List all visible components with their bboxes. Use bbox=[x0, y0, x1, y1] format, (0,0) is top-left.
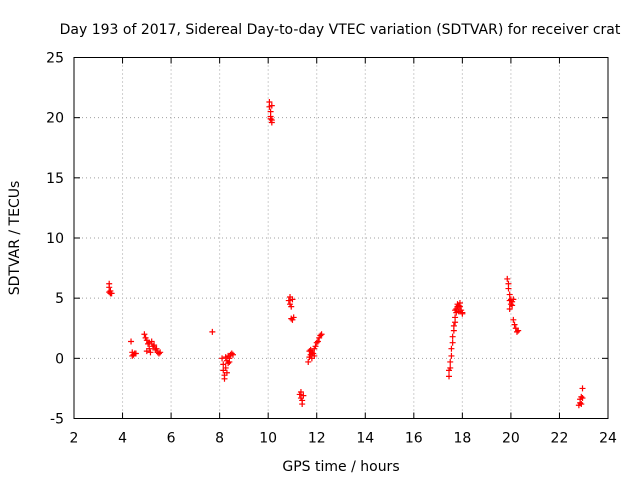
data-point bbox=[578, 401, 585, 408]
data-point bbox=[268, 102, 275, 109]
data-point bbox=[506, 305, 513, 312]
data-point bbox=[456, 299, 463, 306]
data-point bbox=[149, 343, 156, 350]
data-point bbox=[145, 340, 152, 347]
data-point bbox=[107, 287, 114, 294]
x-tick-label: 8 bbox=[215, 431, 224, 447]
data-point bbox=[221, 375, 228, 382]
data-point bbox=[446, 373, 453, 380]
data-point bbox=[229, 351, 236, 358]
x-tick-label: 2 bbox=[70, 431, 79, 447]
data-point bbox=[268, 119, 275, 126]
y-tick-label: 5 bbox=[55, 291, 64, 307]
data-point bbox=[228, 350, 235, 357]
x-tick-label: 22 bbox=[551, 431, 569, 447]
data-point bbox=[449, 339, 456, 346]
data-point bbox=[219, 355, 226, 362]
data-point bbox=[455, 308, 462, 315]
data-point bbox=[147, 349, 154, 356]
data-point bbox=[289, 296, 296, 303]
data-point bbox=[449, 333, 456, 340]
data-point bbox=[132, 350, 139, 357]
data-point bbox=[510, 296, 517, 303]
data-point bbox=[579, 395, 586, 402]
axis-ticks bbox=[73, 57, 609, 419]
data-point bbox=[290, 314, 297, 321]
data-point bbox=[151, 342, 158, 349]
y-axis-label: SDTVAR / TECUs bbox=[7, 181, 23, 296]
data-point bbox=[459, 310, 466, 317]
data-point bbox=[447, 358, 454, 365]
x-tick-label: 4 bbox=[118, 431, 127, 447]
data-point bbox=[318, 331, 325, 338]
grid-lines bbox=[74, 57, 608, 419]
data-point bbox=[155, 350, 162, 357]
data-point bbox=[513, 328, 520, 335]
data-point bbox=[300, 392, 307, 399]
data-point bbox=[157, 349, 164, 356]
y-tick-label: 0 bbox=[55, 351, 64, 367]
data-point bbox=[222, 354, 229, 361]
data-point bbox=[505, 285, 512, 292]
x-tick-label: 20 bbox=[502, 431, 520, 447]
data-point bbox=[504, 275, 511, 282]
x-tick-label: 6 bbox=[167, 431, 176, 447]
x-tick-label: 14 bbox=[356, 431, 374, 447]
data-point bbox=[226, 358, 233, 365]
data-point bbox=[579, 385, 586, 392]
data-point bbox=[220, 361, 227, 368]
data-point bbox=[314, 338, 321, 345]
data-point bbox=[288, 303, 295, 310]
data-point bbox=[515, 327, 522, 334]
data-point bbox=[285, 297, 292, 304]
data-point bbox=[129, 352, 136, 359]
data-point bbox=[448, 345, 455, 352]
x-tick-label: 24 bbox=[599, 431, 617, 447]
data-point bbox=[506, 291, 513, 298]
data-point bbox=[452, 314, 459, 321]
data-point bbox=[447, 364, 454, 371]
data-point bbox=[225, 360, 232, 367]
data-point bbox=[450, 322, 457, 329]
data-point bbox=[312, 343, 319, 350]
data-point bbox=[153, 345, 160, 352]
data-point bbox=[143, 348, 150, 355]
data-point bbox=[510, 316, 517, 323]
data-point bbox=[452, 307, 459, 314]
data-point bbox=[223, 369, 230, 376]
x-tick-label: 16 bbox=[405, 431, 423, 447]
data-point bbox=[209, 328, 216, 335]
chart-title: Day 193 of 2017, Sidereal Day-to-day VTE… bbox=[60, 22, 621, 38]
data-point bbox=[222, 364, 229, 371]
data-point bbox=[146, 339, 153, 346]
x-tick-label: 12 bbox=[308, 431, 326, 447]
data-point bbox=[317, 332, 324, 339]
y-tick-label: 15 bbox=[46, 171, 64, 187]
x-axis-label: GPS time / hours bbox=[282, 459, 399, 475]
data-point bbox=[578, 393, 585, 400]
data-point bbox=[141, 331, 148, 338]
y-tick-label: 10 bbox=[46, 231, 64, 247]
data-point bbox=[297, 389, 304, 396]
data-point bbox=[311, 352, 318, 359]
data-point bbox=[448, 352, 455, 359]
data-point bbox=[128, 338, 135, 345]
x-tick-label: 18 bbox=[453, 431, 471, 447]
data-point bbox=[305, 358, 312, 365]
data-point bbox=[577, 399, 584, 406]
x-tick-label: 10 bbox=[259, 431, 277, 447]
y-tick-label: -5 bbox=[50, 412, 64, 428]
data-point bbox=[307, 346, 314, 353]
y-tick-label: 20 bbox=[46, 111, 64, 127]
y-tick-label: 25 bbox=[46, 51, 64, 67]
data-point bbox=[313, 339, 320, 346]
data-point bbox=[267, 115, 274, 122]
data-points bbox=[106, 99, 586, 409]
data-point bbox=[299, 401, 306, 408]
data-point bbox=[511, 321, 518, 328]
